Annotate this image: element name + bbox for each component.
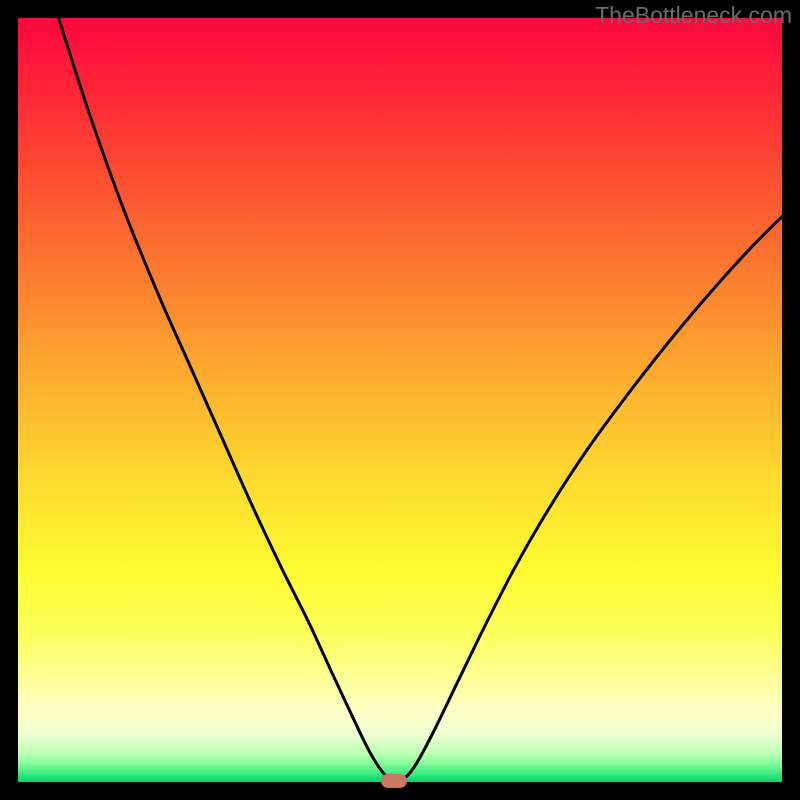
bottleneck-curve [58, 18, 782, 782]
curve-layer [18, 18, 782, 782]
plot-area [18, 18, 782, 782]
watermark-text: TheBottleneck.com [595, 2, 792, 29]
chart-container: TheBottleneck.com [0, 0, 800, 800]
optimum-marker [381, 774, 407, 788]
